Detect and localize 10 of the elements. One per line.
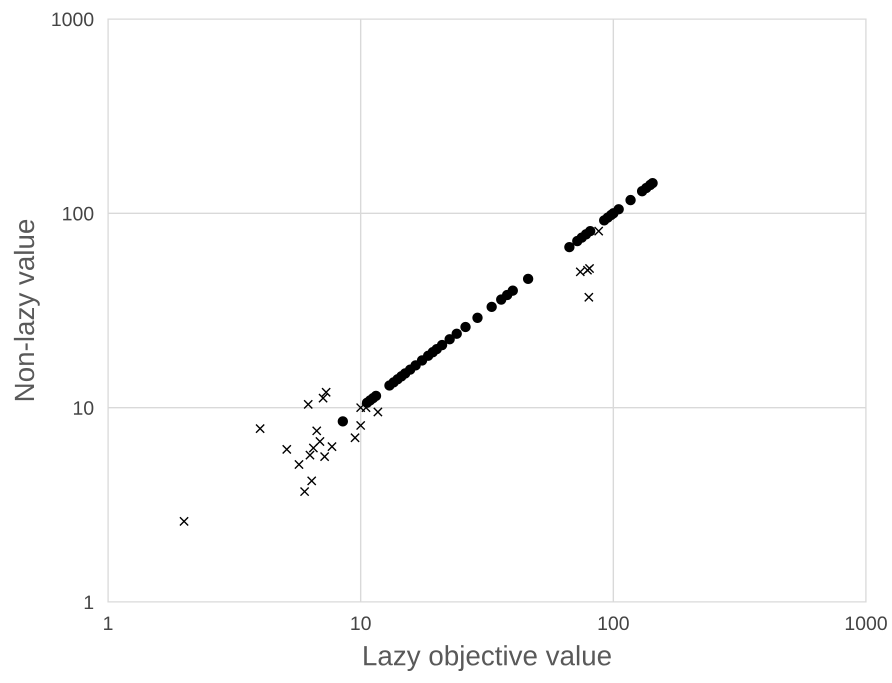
y-axis-title: Non-lazy value bbox=[14, 220, 40, 400]
x-tick-label: 1000 bbox=[846, 616, 887, 630]
x-tick-label: 100 bbox=[598, 616, 629, 630]
y-tick-label: 1 bbox=[84, 596, 94, 610]
y-tick-label: 10 bbox=[74, 401, 94, 415]
y-tick-label: 100 bbox=[63, 206, 94, 221]
x-tick-label: 10 bbox=[351, 616, 371, 630]
y-tick-label: 1000 bbox=[52, 12, 94, 26]
x-tick-label: 1 bbox=[104, 616, 112, 630]
x-axis-title: Lazy objective value bbox=[364, 645, 611, 672]
